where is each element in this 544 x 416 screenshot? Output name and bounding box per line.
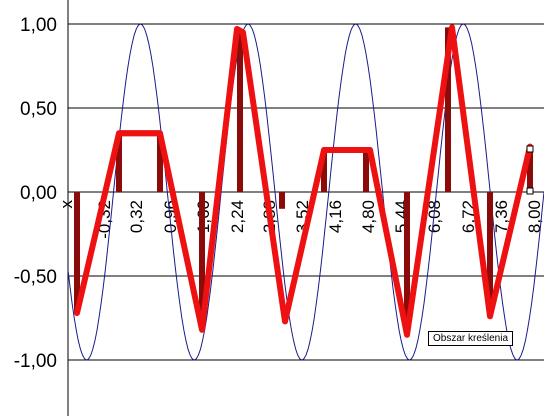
sine-curve xyxy=(67,23,544,361)
series-sampled xyxy=(74,24,534,338)
stem-bar xyxy=(321,150,327,192)
stem-bar xyxy=(199,192,205,330)
y-tick-label: 0,50 xyxy=(20,99,57,120)
y-tick-label: 1,00 xyxy=(20,15,57,36)
selection-handle[interactable] xyxy=(526,187,534,195)
stem-bar xyxy=(404,192,410,335)
stem-bar xyxy=(487,192,493,317)
stem-bar xyxy=(279,192,285,209)
sampled-line xyxy=(74,24,533,338)
y-tick-label: 0,00 xyxy=(20,183,57,204)
y-tick-label: -0,50 xyxy=(14,267,57,288)
x-axis-ticks: x-0,320,320,961,602,242,883,524,164,805,… xyxy=(57,200,544,239)
x-tick-label: 2,24 xyxy=(228,200,247,233)
selection-handle[interactable] xyxy=(526,145,534,153)
series-sine xyxy=(67,23,544,361)
stem-bar xyxy=(74,192,80,313)
stem-bar xyxy=(363,150,369,192)
plot-area-tooltip: Obszar kreślenia xyxy=(428,331,514,346)
axes xyxy=(67,0,544,416)
y-tick-label: -1,00 xyxy=(14,351,57,372)
stem-bar xyxy=(157,133,163,192)
x-tick-label: x xyxy=(57,200,76,209)
x-tick-label: 0,32 xyxy=(127,200,146,233)
x-tick-label: 7,36 xyxy=(492,200,511,233)
stem-bar xyxy=(527,146,533,192)
stem-bar xyxy=(445,27,451,192)
stem-bar xyxy=(237,29,243,193)
x-tick-label: 4,16 xyxy=(326,200,345,233)
x-tick-label: 6,08 xyxy=(425,200,444,233)
stem-bar xyxy=(116,133,122,192)
x-tick-label: 4,80 xyxy=(359,200,378,233)
series-stems xyxy=(74,27,533,335)
x-tick-label: 8,00 xyxy=(525,200,544,233)
y-axis-ticks: 1,00 0,50 0,00 -0,50 -1,00 xyxy=(14,15,57,372)
